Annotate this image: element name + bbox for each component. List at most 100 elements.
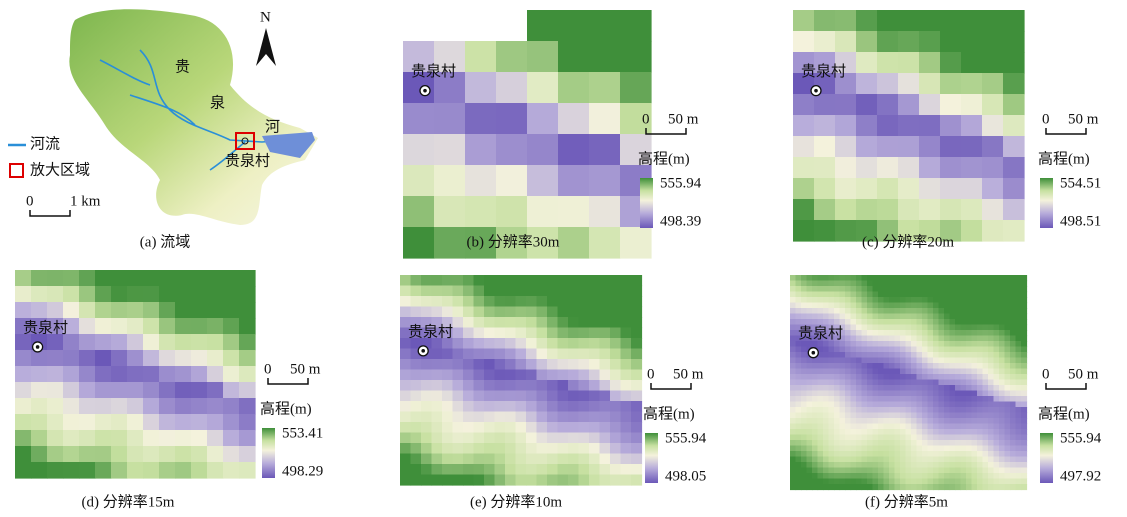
elevation-cell xyxy=(1005,347,1011,353)
elevation-cell xyxy=(143,334,160,351)
elevation-cell xyxy=(579,317,590,328)
elevation-cell xyxy=(547,317,558,328)
elevation-cell xyxy=(983,440,989,446)
elevation-cell xyxy=(1021,457,1027,463)
elevation-cell xyxy=(790,385,796,391)
elevation-cell xyxy=(906,385,912,391)
elevation-cell xyxy=(994,407,1000,413)
elevation-cell xyxy=(1003,157,1025,179)
elevation-cell xyxy=(867,429,873,435)
elevation-cell xyxy=(558,380,569,391)
elevation-cell xyxy=(463,338,474,349)
elevation-cell xyxy=(818,446,824,452)
elevation-cell xyxy=(1010,418,1016,424)
elevation-cell xyxy=(1016,385,1022,391)
elevation-cell xyxy=(223,462,240,479)
elevation-cell xyxy=(972,341,978,347)
elevation-cell xyxy=(873,402,879,408)
elevation-cell xyxy=(589,165,621,197)
elevation-cell xyxy=(79,446,96,463)
legend-color-bar xyxy=(1040,433,1053,483)
elevation-cell xyxy=(977,308,983,314)
elevation-cell xyxy=(911,369,917,375)
elevation-cell xyxy=(175,270,192,287)
elevation-cell xyxy=(851,396,857,402)
elevation-cell xyxy=(939,380,945,386)
elevation-cell xyxy=(801,484,807,490)
elevation-cell xyxy=(400,380,411,391)
elevation-cell xyxy=(801,429,807,435)
elevation-cell xyxy=(442,370,453,381)
elevation-cell xyxy=(801,479,807,485)
elevation-cell xyxy=(191,334,208,351)
elevation-cell xyxy=(1021,314,1027,320)
elevation-cell xyxy=(790,281,796,287)
elevation-cell xyxy=(834,303,840,309)
elevation-cell xyxy=(867,286,873,292)
elevation-cell xyxy=(223,398,240,415)
legend-color-bar xyxy=(262,428,275,478)
elevation-cell xyxy=(851,308,857,314)
elevation-cell xyxy=(961,462,967,468)
elevation-cell xyxy=(801,435,807,441)
elevation-cell xyxy=(917,374,923,380)
elevation-cell xyxy=(911,275,917,281)
elevation-cell xyxy=(856,385,862,391)
elevation-cell xyxy=(873,473,879,479)
elevation-cell xyxy=(834,484,840,490)
elevation-cell xyxy=(790,418,796,424)
elevation-cell xyxy=(895,286,901,292)
elevation-cell xyxy=(895,303,901,309)
elevation-cell xyxy=(856,52,878,74)
elevation-cell xyxy=(411,380,422,391)
elevation-cell xyxy=(807,385,813,391)
elevation-cell xyxy=(955,275,961,281)
elevation-cell xyxy=(807,396,813,402)
elevation-cell xyxy=(950,451,956,457)
elevation-cell xyxy=(610,349,621,360)
elevation-cell xyxy=(862,369,868,375)
elevation-cell xyxy=(873,374,879,380)
elevation-cell xyxy=(939,396,945,402)
elevation-cell xyxy=(453,443,464,454)
elevation-cell xyxy=(994,286,1000,292)
elevation-cell xyxy=(867,330,873,336)
elevation-cell xyxy=(972,281,978,287)
elevation-cell xyxy=(505,328,516,339)
elevation-cell xyxy=(600,307,611,318)
elevation-cell xyxy=(579,286,590,297)
elevation-cell xyxy=(867,468,873,474)
elevation-cell xyxy=(961,330,967,336)
elevation-cell xyxy=(801,407,807,413)
elevation-cell xyxy=(1003,136,1025,158)
elevation-cell xyxy=(856,292,862,298)
elevation-cell xyxy=(516,433,527,444)
elevation-cell xyxy=(558,72,590,104)
elevation-cell xyxy=(906,457,912,463)
elevation-cell xyxy=(878,308,884,314)
elevation-cell xyxy=(442,464,453,475)
elevation-cell xyxy=(796,297,802,303)
elevation-cell xyxy=(862,479,868,485)
elevation-cell xyxy=(933,468,939,474)
elevation-cell xyxy=(796,347,802,353)
elevation-cell xyxy=(939,424,945,430)
elevation-cell xyxy=(889,314,895,320)
elevation-cell xyxy=(994,418,1000,424)
elevation-cell xyxy=(600,401,611,412)
elevation-cell xyxy=(922,347,928,353)
elevation-cell xyxy=(812,424,818,430)
elevation-cell xyxy=(1016,462,1022,468)
elevation-cell xyxy=(834,446,840,452)
elevation-cell xyxy=(801,424,807,430)
elevation-cell xyxy=(453,328,464,339)
elevation-cell xyxy=(1003,94,1025,116)
elevation-cell xyxy=(796,451,802,457)
elevation-cell xyxy=(1016,369,1022,375)
elevation-cell xyxy=(1005,308,1011,314)
elevation-cell xyxy=(944,325,950,331)
elevation-cell xyxy=(961,479,967,485)
elevation-cell xyxy=(873,281,879,287)
elevation-cell xyxy=(966,286,972,292)
elevation-cell xyxy=(631,359,642,370)
